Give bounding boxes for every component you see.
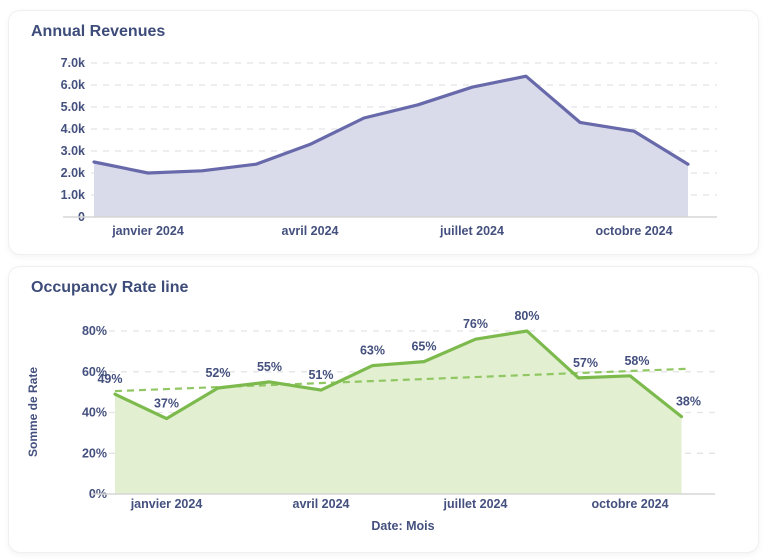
- y-tick-label: 5.0k: [61, 100, 85, 114]
- y-tick-label: 80%: [82, 324, 107, 338]
- occupancy-rate-chart[interactable]: 80%60%40%20%0%janvier 2024 avril 2024 juil…: [9, 267, 758, 552]
- data-label: 38%: [676, 395, 701, 409]
- y-tick-label: 60%: [82, 365, 107, 379]
- y-tick-label: 40%: [82, 406, 107, 420]
- y-axis-title: Somme de Rate: [26, 367, 40, 457]
- data-label: 63%: [360, 344, 385, 358]
- data-label: 58%: [624, 354, 649, 368]
- x-tick-label: janvier 2024: [111, 224, 184, 238]
- x-tick-label: juillet 2024: [443, 497, 508, 511]
- data-label: 49%: [97, 372, 122, 386]
- y-tick-label: 6.0k: [61, 78, 85, 92]
- occupancy-rate-card: Occupancy Rate line 80% 60% 40% 20% 0% janvie…: [8, 266, 759, 553]
- x-axis-title: Date: Mois: [371, 519, 434, 533]
- occupancy-area-fill: [115, 331, 682, 494]
- annual-revenues-title: Annual Revenues: [31, 23, 166, 40]
- x-tick-label: avril 2024: [293, 497, 350, 511]
- x-tick-label: octobre 2024: [595, 224, 672, 238]
- data-label: 57%: [573, 356, 598, 370]
- revenues-area-fill: [94, 76, 688, 217]
- x-tick-label: avril 2024: [282, 224, 339, 238]
- x-tick-label: juillet 2024: [439, 224, 504, 238]
- data-label: 76%: [463, 317, 488, 331]
- y-tick-label: 3.0k: [61, 144, 85, 158]
- data-label: 55%: [257, 360, 282, 374]
- x-tick-label: octobre 2024: [591, 497, 668, 511]
- y-tick-label: 1.0k: [61, 188, 85, 202]
- annual-revenues-card: Annual Revenues 7.0k 6.0k 5.0k 4.0k 3.0k 2.0k…: [8, 10, 759, 255]
- x-tick-label: janvier 2024: [130, 497, 203, 511]
- data-label: 51%: [308, 368, 333, 382]
- occupancy-line-series: [113, 329, 684, 421]
- data-label: 52%: [205, 366, 230, 380]
- data-label: 37%: [154, 397, 179, 411]
- y-tick-label: 2.0k: [61, 166, 85, 180]
- revenues-line-series: [92, 74, 690, 175]
- occupancy-rate-title: Occupancy Rate line: [31, 279, 189, 296]
- data-label: 80%: [514, 309, 539, 323]
- y-tick-label: 20%: [82, 446, 107, 460]
- data-label: 65%: [411, 340, 436, 354]
- y-tick-label: 7.0k: [61, 56, 85, 70]
- y-tick-label: 4.0k: [61, 122, 85, 136]
